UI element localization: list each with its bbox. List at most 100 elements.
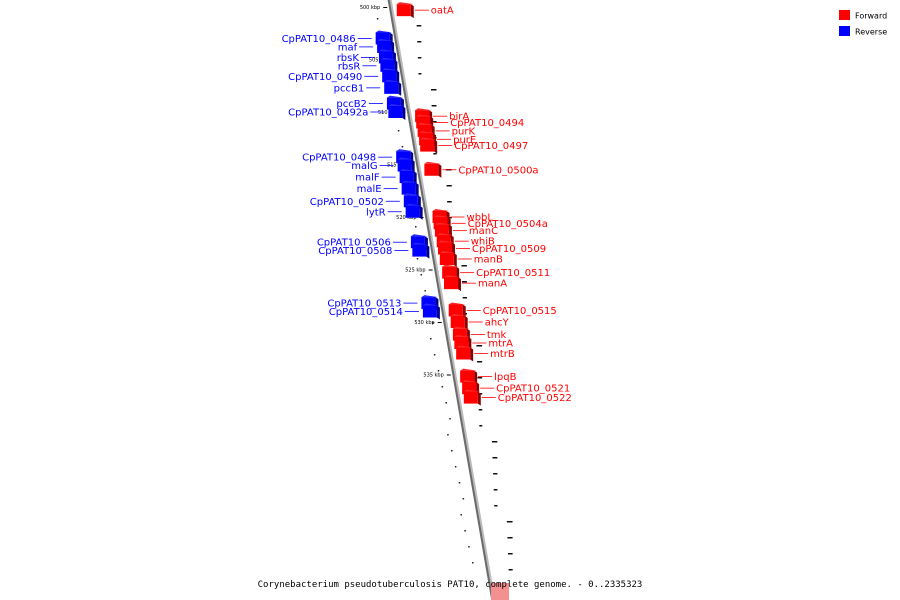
gene-block-top [421,295,439,298]
gene-label: CpPAT10_0490 [288,72,362,83]
gene-block-side [410,4,414,19]
legend-forward-label: Forward [855,12,887,21]
gene-block-top [384,79,402,82]
gene-label: CpPAT10_0514 [329,307,403,318]
gene-label: CpPAT10_0504a [468,219,548,230]
axis-dot [461,265,467,267]
gene-block-top [377,38,395,41]
gene-labels: oatA CpPAT10_0486mafrbsKrbsRCpPAT10_0490p… [282,6,572,404]
gene-block [437,242,452,255]
gene-label: rbsR [338,61,361,72]
axis-dot [493,489,498,491]
genes [375,2,481,406]
gene-block [442,266,457,279]
axis-dot [494,505,498,507]
gene-label: pccB1 [334,83,365,94]
gene-label: CpPAT10_0513 [327,299,401,310]
gene-block-top [456,345,474,348]
axis-dot [447,434,449,436]
gene-block-top [415,108,433,111]
legend-reverse-label: Reverse [855,28,887,37]
axis-dot [433,354,436,356]
gene-block-top [452,326,470,329]
gene-label: purK [452,126,476,137]
gene-block-top [462,380,480,383]
gene-block-top [417,122,435,125]
gene-label: birA [449,112,469,123]
axis-dot [416,25,422,27]
gene-block-side [453,253,457,267]
gene-block-top [380,57,398,60]
gene-block-top [412,242,430,245]
gene-block-top [401,180,419,183]
gene-block-side [462,304,466,319]
gene-label: ahcY [485,318,510,329]
axis-dot [460,514,462,516]
gene-block-side [464,316,468,330]
gene-label: lpqB [494,372,516,383]
axis-dot [506,521,513,523]
axis-dot [447,217,452,219]
gene-label: manA [478,279,507,290]
gene-block [388,106,403,118]
gene-label: CpPAT10_0494 [450,118,524,129]
gene-block-side [457,277,461,292]
gene-label: CpPAT10_0506 [317,238,391,249]
axis-tick-label: 525 kbp [405,268,425,274]
genome-backbone [387,0,496,600]
gene-label: pccB2 [336,99,367,110]
axis-dot [462,281,467,283]
axis-tick-label: 520 kbp [396,215,416,221]
gene-block-side [415,182,419,197]
legend-forward-swatch [839,10,850,20]
axis-dot [401,146,404,148]
gene-block-top [442,264,460,267]
gene-label: malG [351,161,377,172]
gene-block [422,305,437,318]
legend-reverse-swatch [839,26,850,36]
gene-block-top [436,233,454,236]
gene-block-side [398,81,402,96]
gene-label: manC [469,226,498,237]
gene-block-side [419,205,423,220]
axis-dot [445,402,447,404]
gene-block-top [433,215,451,218]
gene-label: maf [338,42,358,53]
gene-block-top [448,302,466,305]
gene-block [382,70,397,83]
axis-dot [432,322,434,324]
axis-dot [433,153,437,155]
axis-tick-label: 530 kbp [414,320,434,326]
gene-label: malF [355,173,380,184]
gene-block-side [436,305,440,320]
axis-tick-label: 535 kbp [423,373,443,379]
label-leaders [357,9,496,399]
axis-dot [432,121,437,123]
gene-block-top [454,335,472,337]
axis-dot [449,418,451,420]
gene-block-top [396,149,414,152]
gene-block-side [411,159,415,174]
gene-block-top [422,303,440,306]
gene-block [401,182,416,195]
gene-label: malE [357,184,382,195]
gene-block-top [463,389,481,392]
gene-block-top [434,222,452,225]
gene-label: wbbL [467,213,494,224]
gene-block [396,4,411,17]
axis-dot [462,498,465,500]
axis-dot [415,226,417,228]
gene-label: lytR [366,207,386,218]
axis-dot [397,130,400,132]
axis-dot [430,338,432,340]
gene-block [405,205,420,218]
axis-dot [479,425,483,427]
axis-dot [424,290,426,292]
axis-dot [491,441,498,443]
gene-block [424,163,439,176]
gene-block-top [378,49,396,52]
axis-dot [507,537,513,539]
axis-dot [458,482,461,484]
gene-label: CpPAT10_0497 [454,141,528,152]
